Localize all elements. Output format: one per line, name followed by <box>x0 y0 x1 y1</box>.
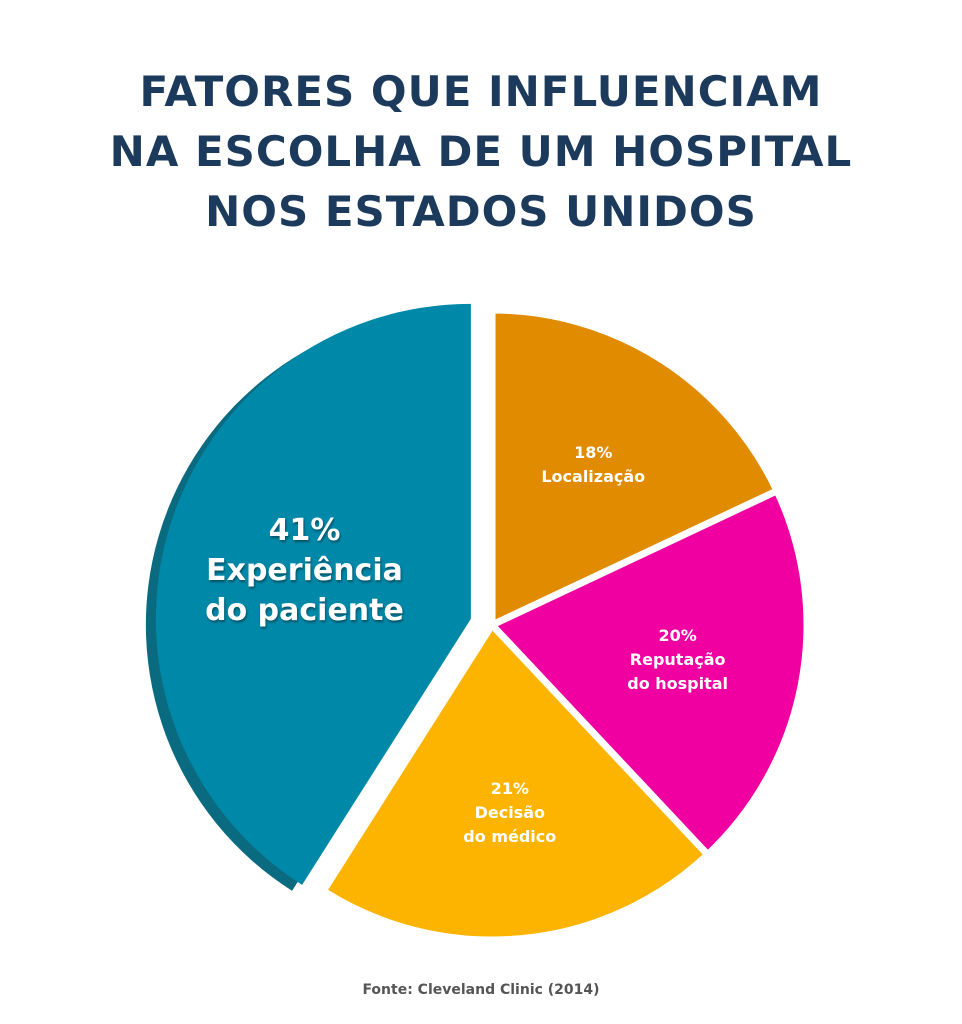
slice-label: 21% Decisão do médico <box>463 777 556 849</box>
category-label: Decisão do médico <box>463 803 557 847</box>
pie-slice <box>155 303 471 885</box>
percent-label: 41% <box>268 512 341 548</box>
percent-label: 20% <box>658 626 697 646</box>
slice-label: 20% Reputação do hospital <box>627 624 728 696</box>
category-label: Experiência do paciente <box>205 552 404 628</box>
pie-slice <box>488 306 781 629</box>
percent-label: 21% <box>490 779 529 799</box>
slice-label: 18% Localização <box>541 441 645 489</box>
category-label: Reputação do hospital <box>627 650 729 694</box>
pie-slice <box>319 621 712 944</box>
source: Fonte: Cleveland Clinic (2014) <box>362 982 600 998</box>
percent-label: 18% <box>574 443 613 463</box>
pie-slice <box>488 487 811 859</box>
chart-title: FATORES QUE INFLUENCIAM NA ESCOLHA DE UM… <box>109 67 853 236</box>
slice-label: 41% Experiência do paciente <box>205 511 404 631</box>
category-label: Localização <box>541 467 646 487</box>
